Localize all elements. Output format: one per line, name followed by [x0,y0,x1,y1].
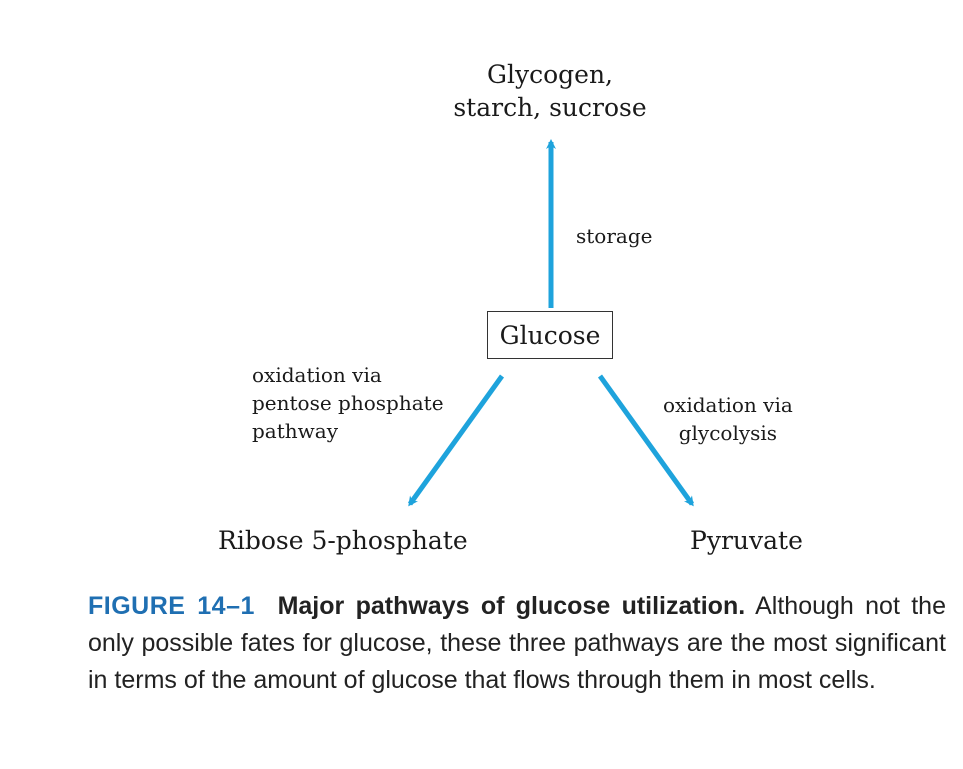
pathway-diagram: Glycogen, starch, sucrose Glucose Ribose… [218,58,803,555]
edge-left-line3: pathway [252,419,338,443]
node-glucose: Glucose [487,311,613,359]
edge-label-storage: storage [576,224,653,248]
edge-left-line2: pentose phosphate [252,391,444,415]
node-glycogen-starch-sucrose: Glycogen, starch, sucrose [400,58,700,124]
edge-label-glycolysis: oxidation via glycolysis [663,391,793,447]
edge-right-line2: glycolysis [678,421,778,445]
figure-caption: FIGURE 14–1 Major pathways of glucose ut… [88,588,946,699]
node-glucose-label: Glucose [499,320,601,350]
arrows-layer [407,139,695,507]
arrow-to-pyruvate [597,374,695,507]
figure-caption-text: Although not the only possible fates for… [88,592,946,694]
edge-left-line1: oxidation via [252,363,382,387]
node-top-line2: starch, sucrose [453,93,647,122]
figure-number: FIGURE 14–1 [88,592,255,620]
edge-label-pentose-phosphate: oxidation via pentose phosphate pathway [252,361,444,445]
node-pyruvate: Pyruvate [690,526,803,555]
figure-title: Major pathways of glucose utilization. [277,592,746,620]
node-ribose-5-phosphate: Ribose 5-phosphate [218,526,468,555]
node-top-line1: Glycogen, [487,60,613,89]
arrow-to-ribose [407,374,505,507]
edge-right-line1: oxidation via [663,393,793,417]
